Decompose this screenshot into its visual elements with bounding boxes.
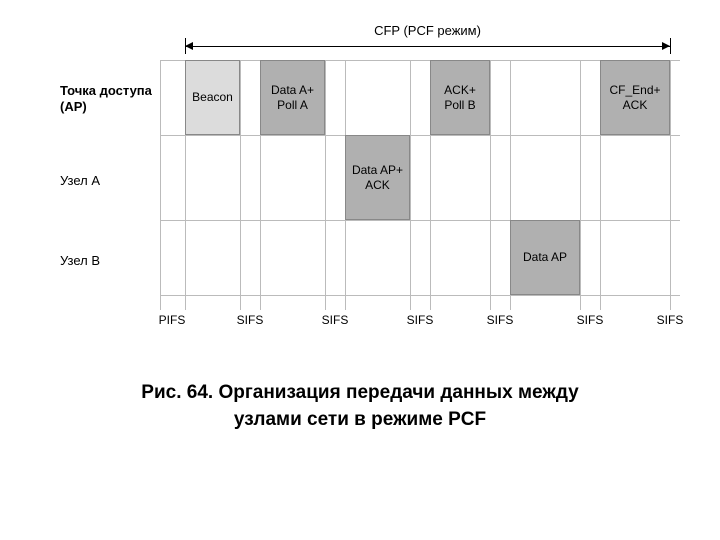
ifs-label: SIFS: [657, 313, 684, 327]
arrowhead-left-icon: [185, 42, 193, 50]
grid-line-h: [160, 295, 680, 296]
ifs-label: PIFS: [159, 313, 186, 327]
ifs-label: SIFS: [237, 313, 264, 327]
grid-line-v: [490, 60, 491, 310]
figure-caption: Рис. 64. Организация передачи данных меж…: [20, 380, 700, 433]
grid-line-h: [160, 220, 680, 221]
cfp-label: CFP (PCF режим): [374, 23, 481, 38]
grid-line-v: [670, 60, 671, 310]
frame-box: CF_End+ ACK: [600, 60, 670, 135]
frame-box: Data AP+ ACK: [345, 135, 410, 220]
frame-box: Data A+ Poll A: [260, 60, 325, 135]
grid-line-v: [580, 60, 581, 310]
row-label-ap: Точка доступа (AP): [60, 83, 152, 114]
frame-box: ACK+ Poll B: [430, 60, 490, 135]
arrow-tick: [185, 38, 186, 54]
grid-line-v: [160, 60, 161, 310]
row-label-nodeB: Узел В: [60, 253, 100, 269]
ifs-label: SIFS: [322, 313, 349, 327]
caption-line2: узлами сети в режиме PCF: [234, 409, 486, 430]
timing-diagram: Точка доступа (AP) Узел А Узел В PIFS SIFS SI…: [60, 20, 680, 340]
grid-line-v: [325, 60, 326, 310]
ifs-label: SIFS: [577, 313, 604, 327]
arrowhead-right-icon: [662, 42, 670, 50]
grid-line-v: [410, 60, 411, 310]
grid-line-v: [240, 60, 241, 310]
cfp-arrow-line: [185, 46, 670, 47]
grid-line-h: [160, 135, 680, 136]
arrow-tick: [670, 38, 671, 54]
row-label-nodeA: Узел А: [60, 173, 100, 189]
frame-box: Beacon: [185, 60, 240, 135]
caption-line1: Рис. 64. Организация передачи данных меж…: [141, 382, 578, 403]
frame-box: Data AP: [510, 220, 580, 295]
ifs-label: SIFS: [487, 313, 514, 327]
ifs-label: SIFS: [407, 313, 434, 327]
